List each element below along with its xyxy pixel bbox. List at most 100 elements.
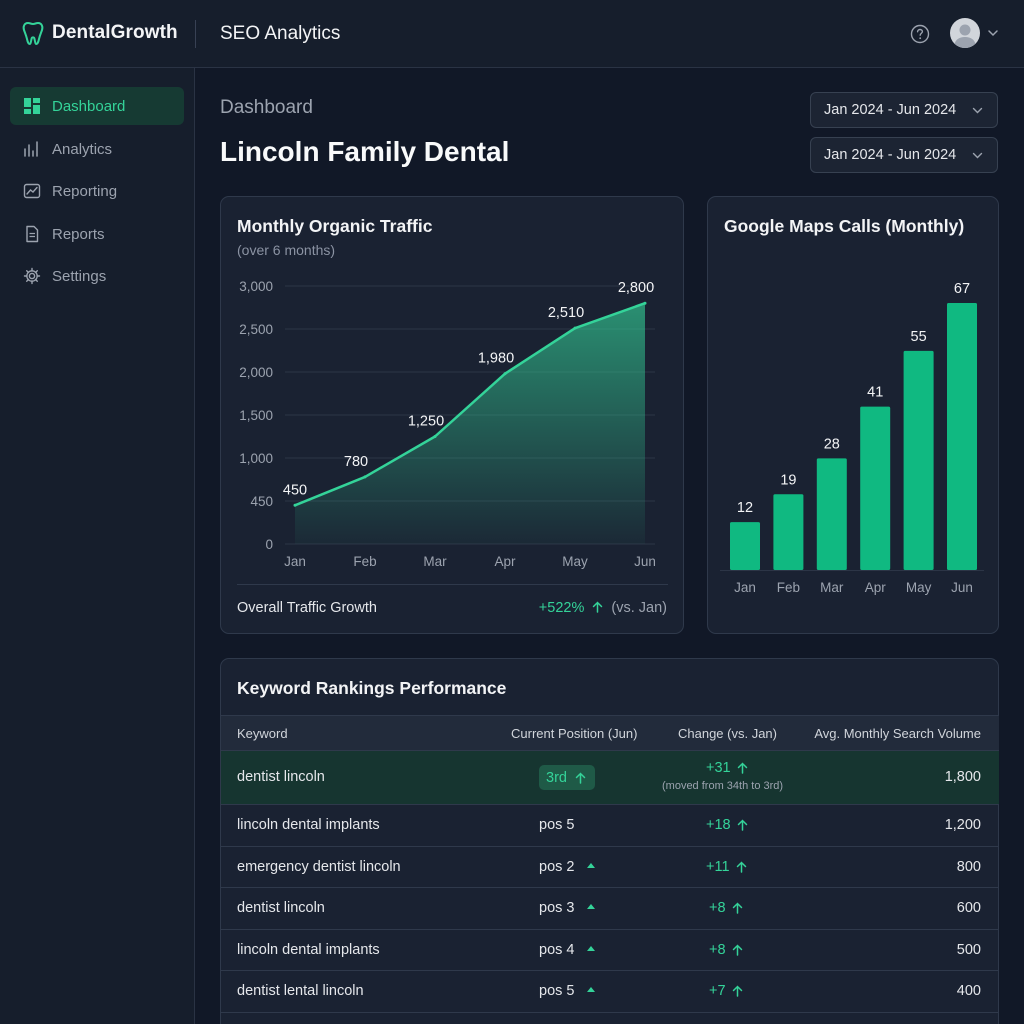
data-label: 780: [344, 454, 368, 470]
sidebar-item-analytics[interactable]: Analytics: [10, 130, 184, 168]
sidebar-item-reporting[interactable]: Reporting: [10, 172, 184, 210]
x-tick-label: Mar: [820, 580, 844, 595]
position-cell: pos 4: [539, 942, 595, 958]
x-tick-label: May: [562, 554, 588, 569]
change-cell: +8: [709, 942, 743, 958]
table-header: Keyword Current Position (Jun) Change (v…: [221, 715, 999, 751]
traffic-growth-value: +522% (vs. Jan): [539, 600, 667, 616]
x-tick-label: Feb: [353, 554, 376, 569]
x-tick-label: Jan: [284, 554, 306, 569]
table-row[interactable]: dentist lental lincoln pos 5 +7 400: [221, 971, 999, 1013]
sidebar-item-label: Reporting: [52, 182, 118, 200]
bar: [816, 458, 847, 570]
card-title: Monthly Organic Traffic: [237, 216, 433, 236]
card-title: Keyword Rankings Performance: [237, 678, 507, 698]
position-value: pos 2: [539, 859, 575, 875]
bar: [903, 350, 934, 570]
column-header-position[interactable]: Current Position (Jun): [511, 726, 638, 741]
position-value: pos 4: [539, 942, 575, 958]
help-icon[interactable]: [910, 24, 930, 44]
document-icon: [26, 225, 39, 243]
column-header-volume[interactable]: Avg. Monthly Search Volume: [814, 726, 981, 741]
volume-cell: 400: [956, 983, 981, 999]
change-value: +11: [706, 859, 730, 875]
change-cell: +7: [709, 983, 743, 999]
change-cell: +31: [706, 760, 748, 776]
sidebar-item-label: Settings: [52, 267, 107, 285]
change-cell: +11: [706, 859, 747, 875]
change-cell: +18: [706, 817, 748, 833]
y-tick-label: 3,000: [239, 279, 273, 294]
sidebar-item-dashboard[interactable]: Dashboard: [10, 87, 184, 125]
date-range-compare-select[interactable]: Jan 2024 - Jun 2024: [810, 137, 998, 173]
change-value: +31: [706, 760, 731, 776]
keyword-cell: lincoln dental implants: [237, 817, 380, 833]
arrow-up-icon: [732, 902, 742, 914]
table-row[interactable]: dentist lincoln 3rd +31 (moved from 34th…: [221, 751, 999, 805]
change-value: +7: [709, 983, 726, 999]
trend-up-icon: [586, 904, 595, 909]
reporting-chart-icon: [23, 183, 41, 199]
bar: [947, 303, 977, 570]
data-label: 41: [867, 385, 883, 401]
page-title: Lincoln Family Dental: [220, 136, 510, 167]
series-line: [294, 302, 646, 507]
trend-up-icon: [586, 987, 595, 992]
volume-cell: 500: [956, 942, 981, 958]
x-tick-label: Apr: [494, 554, 516, 569]
volume-cell: 1,200: [944, 817, 981, 833]
arrow-up-icon: [575, 771, 586, 784]
data-label: 450: [283, 482, 307, 498]
y-tick-label: 2,500: [239, 322, 273, 337]
traffic-growth-label: Overall Traffic Growth: [237, 600, 377, 616]
y-tick-label: 0: [265, 537, 273, 552]
change-value: +8: [709, 942, 726, 958]
data-label: 55: [911, 329, 927, 345]
table-row[interactable]: lincoln dental implants pos 4 +8 500: [221, 930, 999, 971]
gear-icon: [23, 267, 41, 285]
table-row[interactable]: emergency dentist lincoln pos 2 +11 800: [221, 847, 999, 888]
x-tick-label: May: [906, 580, 932, 595]
x-tick-label: Mar: [423, 554, 447, 569]
sidebar-item-label: Reports: [52, 225, 105, 243]
change-value: +8: [709, 900, 726, 916]
top-divider: [195, 20, 196, 48]
position-value: pos 5: [539, 983, 575, 999]
card-subtitle: (over 6 months): [237, 242, 336, 258]
trend-up-icon: [586, 863, 595, 868]
data-point: [573, 326, 577, 330]
column-header-keyword[interactable]: Keyword: [237, 726, 288, 741]
column-header-change[interactable]: Change (vs. Jan): [678, 726, 777, 741]
traffic-card: Monthly Organic Traffic (over 6 months) …: [220, 196, 684, 634]
brand[interactable]: DentalGrowth: [20, 20, 178, 46]
area-fill: [295, 303, 645, 544]
table-row[interactable]: lincoln dental implants pos 5 +18 1,200: [221, 805, 999, 847]
arrow-up-icon: [737, 819, 747, 831]
data-point: [433, 435, 437, 438]
data-label: 2,800: [618, 280, 654, 296]
y-tick-label: 450: [250, 494, 273, 509]
change-value: +18: [706, 817, 731, 833]
x-tick-label: Jan: [734, 580, 756, 595]
position-cell: pos 5: [539, 817, 575, 833]
sidebar-item-reports[interactable]: Reports: [10, 215, 184, 253]
position-badge: 3rd: [539, 765, 595, 790]
avatar[interactable]: [950, 18, 980, 48]
card-title: Google Maps Calls (Monthly): [724, 216, 965, 236]
chevron-down-icon[interactable]: [987, 28, 999, 38]
change-note: (moved from 34th to 3rd): [662, 780, 784, 792]
growth-note: (vs. Jan): [611, 600, 667, 616]
x-tick-label: Jun: [634, 554, 656, 569]
table-row[interactable]: dentist lincoln pos 3 +8 600: [221, 888, 999, 930]
position-cell: pos 5: [539, 983, 595, 999]
data-label: 12: [737, 500, 753, 516]
date-range-value: Jan 2024 - Jun 2024: [824, 147, 957, 163]
date-range-select[interactable]: Jan 2024 - Jun 2024: [810, 92, 998, 128]
trend-up-icon: [586, 946, 595, 951]
keyword-cell: dentist lental lincoln: [237, 983, 364, 999]
position-cell: pos 2: [539, 859, 595, 875]
sidebar-item-settings[interactable]: Settings: [10, 257, 184, 295]
y-tick-label: 1,000: [239, 451, 273, 466]
calls-card: Google Maps Calls (Monthly) 12 Jan 19 Feb 28…: [707, 196, 999, 634]
x-tick-label: Feb: [777, 580, 800, 595]
